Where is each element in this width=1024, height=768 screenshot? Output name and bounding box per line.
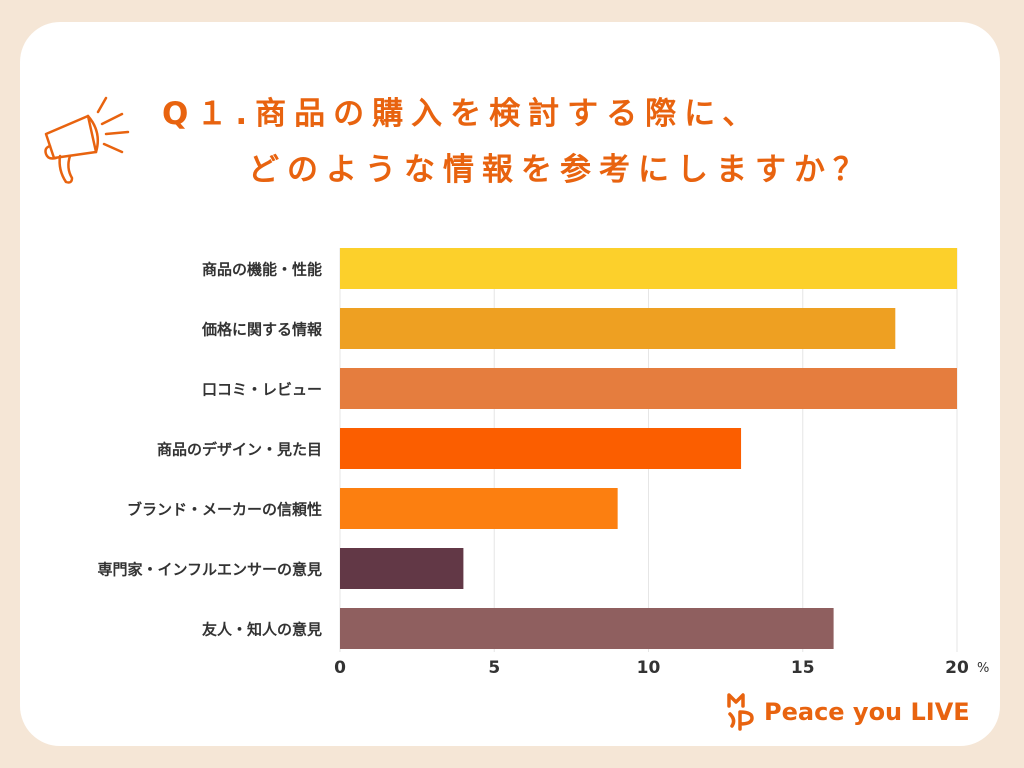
question-title-line1: Q１.商品の購入を検討する際に、 [162,96,762,132]
category-label: 商品の機能・性能 [202,261,322,279]
x-tick-label: 5 [488,658,500,678]
brand: Peace you LIVE [726,692,970,732]
x-tick-label: 20 [945,658,969,678]
category-label: ブランド・メーカーの信頼性 [127,501,322,519]
bar [340,488,618,529]
x-tick-label: 10 [637,658,661,678]
bar [340,308,896,349]
brand-logo-icon [727,693,754,731]
bar [340,248,957,289]
x-unit-label: % [977,661,989,676]
category-label: 友人・知人の意見 [202,621,322,639]
x-tick-label: 0 [334,658,346,678]
bar [340,368,957,409]
bar [340,608,834,649]
bar [340,548,464,589]
category-label: 商品のデザイン・見た目 [157,441,322,459]
category-label: 価格に関する情報 [201,321,323,339]
bar [340,428,742,469]
question-title-line2: どのような情報を参考にしますか？ [248,152,872,188]
category-label: 口コミ・レビュー [202,381,322,399]
megaphone-icon [44,96,130,184]
x-tick-label: 15 [791,658,815,678]
category-label: 専門家・インフルエンサーの意見 [97,561,322,579]
brand-name: Peace you LIVE [764,698,970,726]
